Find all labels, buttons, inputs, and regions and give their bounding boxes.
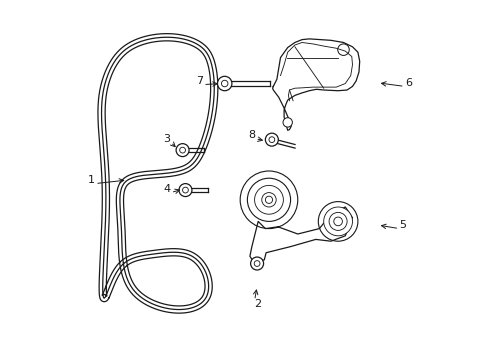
Circle shape (250, 257, 263, 270)
Circle shape (240, 171, 297, 229)
Text: 8: 8 (247, 130, 255, 140)
Circle shape (261, 193, 276, 207)
Circle shape (323, 207, 352, 236)
Circle shape (217, 76, 231, 91)
Circle shape (333, 217, 342, 226)
Circle shape (254, 261, 260, 266)
Circle shape (247, 178, 290, 221)
Text: 3: 3 (163, 134, 170, 144)
Circle shape (268, 137, 274, 143)
Text: 7: 7 (196, 76, 203, 86)
Circle shape (265, 196, 272, 203)
Circle shape (254, 185, 283, 214)
Circle shape (318, 202, 357, 241)
Text: 4: 4 (163, 184, 170, 194)
Circle shape (328, 212, 346, 230)
Circle shape (179, 184, 192, 197)
Text: 2: 2 (254, 299, 261, 309)
Circle shape (221, 80, 227, 87)
Circle shape (265, 133, 278, 146)
Circle shape (176, 144, 189, 157)
Circle shape (179, 147, 185, 153)
Text: 5: 5 (399, 220, 406, 230)
Text: 1: 1 (88, 175, 95, 185)
Circle shape (283, 118, 292, 127)
Circle shape (182, 187, 188, 193)
Circle shape (337, 44, 348, 55)
Text: 6: 6 (404, 78, 411, 88)
